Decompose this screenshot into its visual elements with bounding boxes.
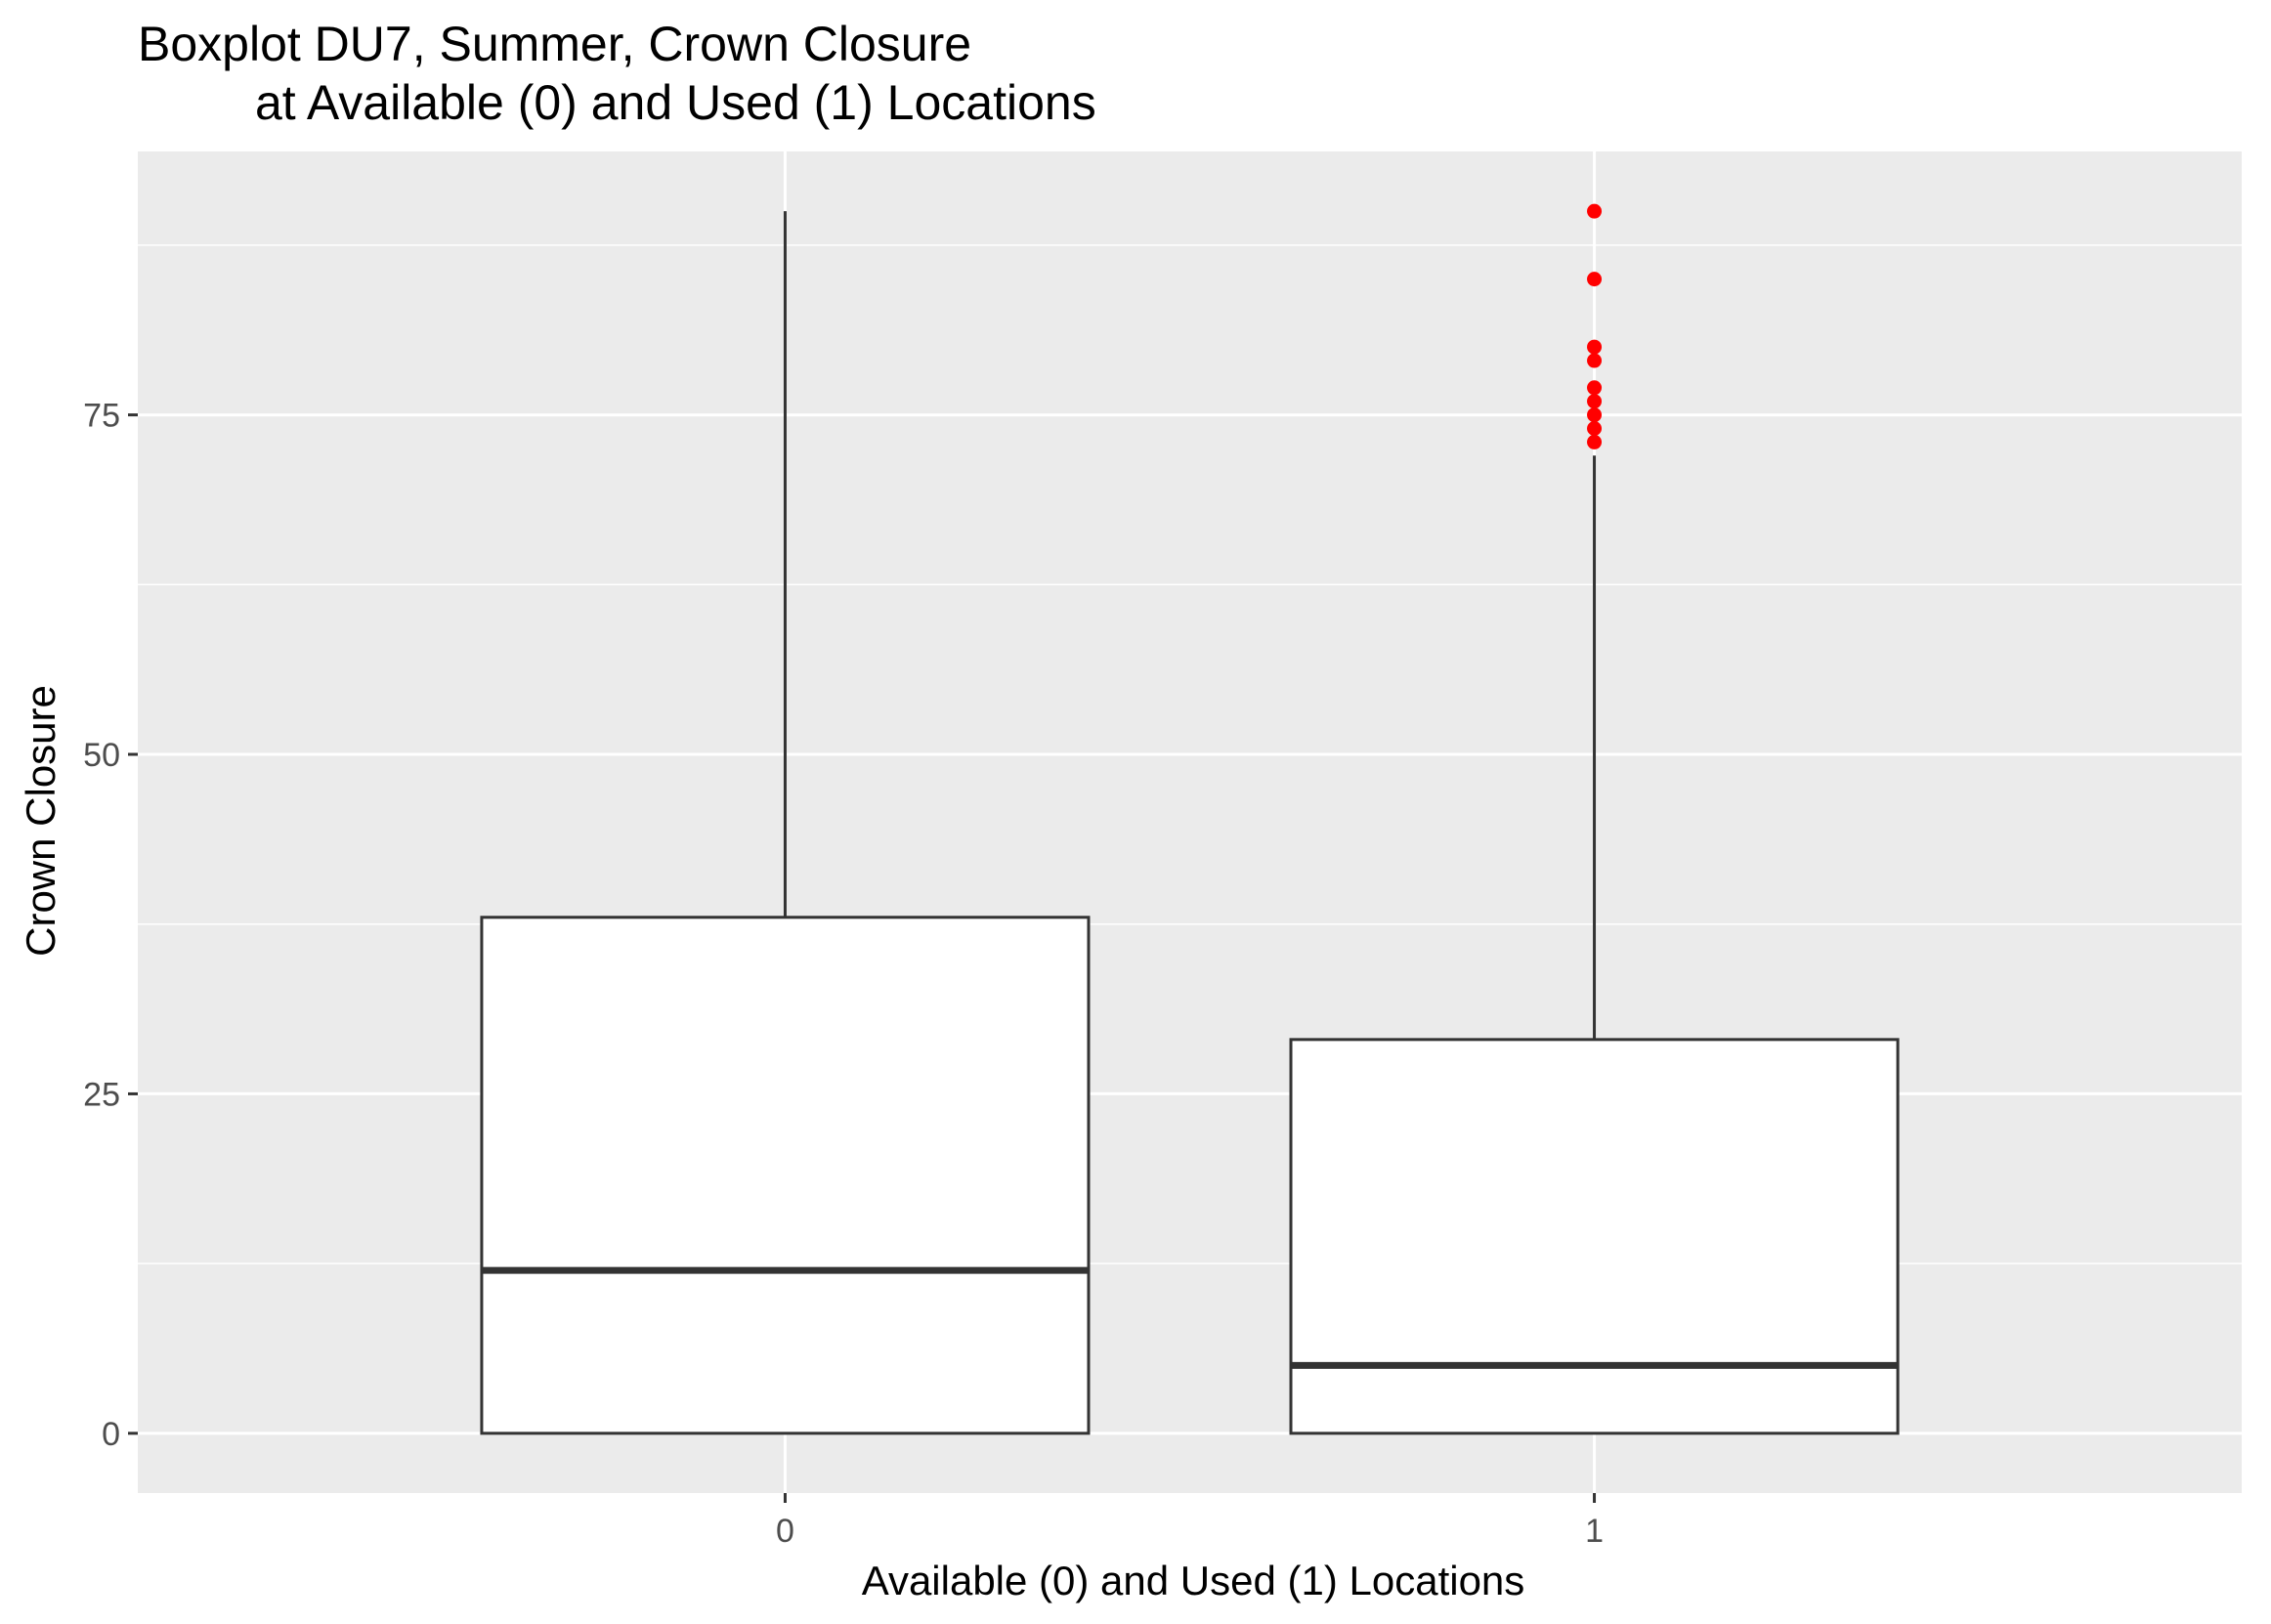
boxes (480, 211, 1900, 1435)
x-axis-title: Available (0) and Used (1) Locations (862, 1558, 1525, 1603)
y-axis-title: Crown Closure (18, 685, 64, 957)
outlier-point (1587, 380, 1603, 396)
outlier-point (1587, 353, 1603, 368)
outlier-point (1587, 407, 1603, 423)
x-tick-label: 0 (776, 1513, 794, 1550)
outlier-point (1587, 420, 1603, 436)
y-tick-label: 75 (83, 398, 120, 435)
y-tick-label: 50 (83, 737, 120, 774)
plot-panel (138, 151, 2242, 1493)
y-axis: 0 25 50 75 (83, 398, 138, 1453)
outlier-point (1587, 394, 1603, 409)
box-iqr (1289, 1038, 1900, 1435)
box-iqr (480, 916, 1091, 1435)
chart-title: Boxplot DU7, Summer, Crown Closure (138, 17, 971, 71)
y-tick-label: 25 (83, 1076, 120, 1113)
outlier-point (1587, 272, 1603, 287)
outlier-point (1587, 434, 1603, 449)
x-tick-label: 1 (1585, 1513, 1604, 1550)
box-0 (480, 211, 1091, 1435)
box-1 (1289, 455, 1900, 1435)
chart-subtitle: at Available (0) and Used (1) Locations (255, 75, 1096, 130)
y-tick-label: 0 (102, 1416, 120, 1453)
outlier-point (1587, 339, 1603, 355)
outliers (1587, 203, 1603, 449)
outlier-point (1587, 203, 1603, 219)
